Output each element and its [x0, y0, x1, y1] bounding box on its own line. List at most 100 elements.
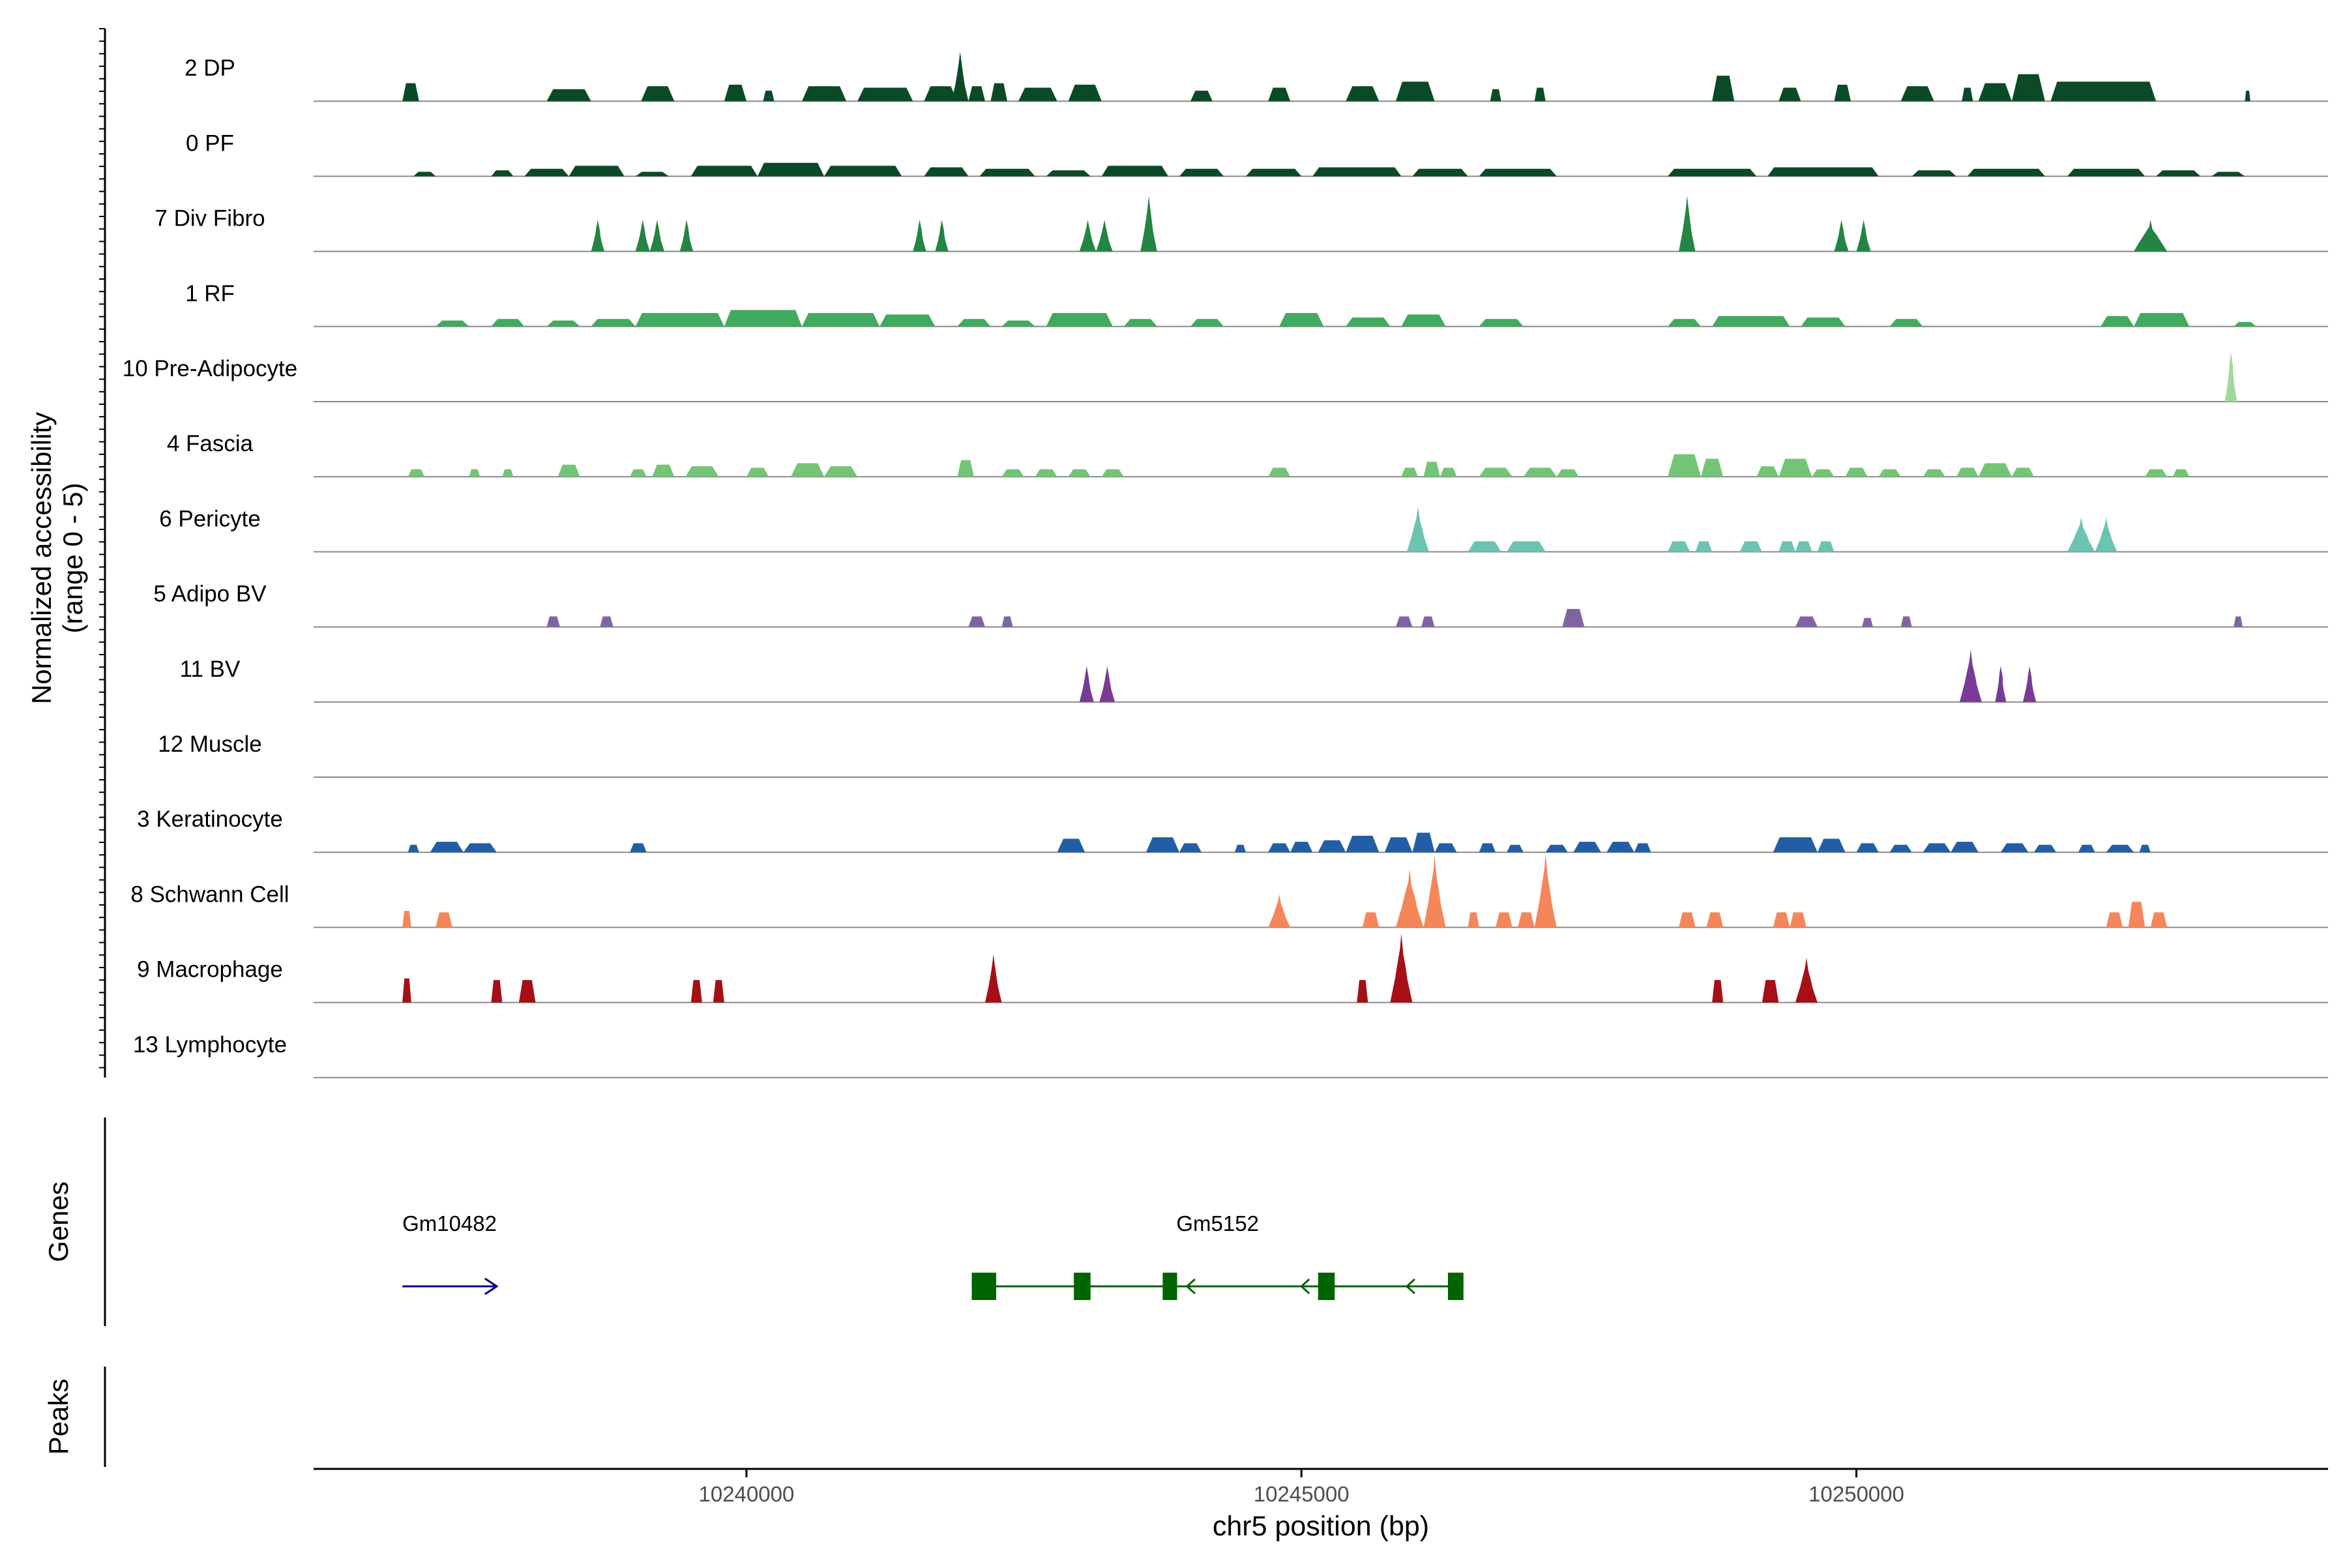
coverage-peak: [1534, 87, 1546, 102]
coverage-peak: [1101, 469, 1124, 477]
coverage-peak: [746, 467, 769, 477]
coverage-peak: [546, 616, 560, 627]
coverage-peak: [2172, 469, 2190, 477]
coverage-peak: [791, 463, 825, 477]
coverage-peak: [469, 469, 480, 477]
coverage-peak: [1668, 541, 1690, 552]
coverage-peak: [1562, 609, 1585, 627]
coverage-peak: [802, 86, 847, 102]
coverage-peak: [1423, 855, 1446, 928]
coverage-peak: [1046, 313, 1113, 327]
coverage-peak: [1479, 467, 1513, 477]
track-label: 8 Schwann Cell: [130, 881, 289, 907]
track-label: 9 Macrophage: [137, 957, 283, 983]
gene-exon: [1447, 1273, 1464, 1300]
coverage-peak: [1279, 313, 1324, 327]
coverage-peak: [413, 171, 436, 177]
coverage-peak: [1479, 319, 1524, 327]
coverage-peak: [2033, 844, 2056, 853]
gene-exon: [1074, 1273, 1091, 1300]
coverage-peak: [402, 83, 419, 102]
coverage-peak: [600, 616, 613, 627]
coverage-peak: [1412, 168, 1468, 177]
gene-exon: [1162, 1273, 1177, 1300]
coverage-peak: [2011, 74, 2045, 102]
coverage-peak: [641, 86, 675, 102]
coverage-peak: [1756, 466, 1779, 477]
coverage-peak: [1834, 220, 1849, 252]
coverage-peak: [1773, 912, 1790, 928]
coverage-peak: [1440, 467, 1457, 477]
coverage-peak: [630, 469, 647, 477]
coverage-peak: [1668, 319, 1702, 327]
coverage-peak: [635, 171, 669, 177]
coverage-peak: [1395, 868, 1424, 928]
coverage-peak: [557, 464, 580, 477]
track-label: 10 Pre-Adipocyte: [123, 356, 297, 381]
coverage-peak: [491, 980, 503, 1003]
x-axis-group: 10240000 10245000 10250000 chr5 position (b…: [314, 1468, 2328, 1542]
coverage-peak: [1140, 196, 1157, 252]
coverage-peak: [1668, 168, 1757, 177]
coverage-peak: [1421, 616, 1435, 627]
coverage-peak: [1057, 838, 1085, 853]
coverage-peak: [546, 320, 580, 327]
coverage-peak: [1068, 469, 1091, 477]
coverage-peak: [1099, 666, 1115, 702]
coverage-peak: [1845, 467, 1868, 477]
coverage-peak: [635, 220, 650, 252]
coverage-peak: [491, 170, 514, 177]
coverage-peak: [1817, 541, 1835, 552]
coverage-peak: [1068, 84, 1102, 102]
coverage-peak: [1268, 894, 1291, 928]
coverage-peak: [1046, 170, 1091, 177]
coverage-peak: [2224, 352, 2237, 402]
genes-group: Genes Gm10482 Gm5152 Peaks: [43, 1117, 1464, 1467]
coverage-peak: [2067, 517, 2095, 552]
track-label: 3 Keratinocyte: [137, 806, 283, 832]
coverage-peak: [2050, 81, 2157, 102]
coverage-peak: [1956, 467, 1979, 477]
coverage-peak: [1900, 616, 1912, 627]
peaks-panel-title: Peaks: [43, 1379, 74, 1455]
coverage-peak: [402, 911, 411, 928]
coverage-peak: [1573, 842, 1601, 853]
coverage-peak: [491, 319, 525, 327]
coverage-peak: [1123, 319, 1157, 327]
gene-name: Gm10482: [402, 1211, 497, 1235]
coverage-peak: [1479, 843, 1496, 853]
coverage-peak: [1959, 649, 1982, 702]
coverage-peak: [1801, 318, 1846, 327]
coverage-peak: [1534, 853, 1557, 928]
coverage-peak: [1290, 842, 1313, 853]
coverage-peak: [968, 86, 985, 102]
coverage-peak: [1001, 320, 1035, 327]
coverage-peak: [1406, 507, 1429, 552]
coverage-peak: [591, 319, 636, 327]
coverage-peak: [1795, 541, 1812, 552]
coverage-peak: [757, 162, 825, 177]
coverage-peak: [1962, 87, 1973, 102]
coverage-peak: [1834, 84, 1851, 102]
coverage-peak: [968, 616, 985, 627]
coverage-peak: [924, 167, 969, 177]
coverage-peak: [1412, 833, 1435, 853]
coverage-peak: [1268, 843, 1291, 853]
track-label: 11 BV: [180, 657, 241, 682]
coverage-peak: [1856, 220, 1871, 252]
coverage-peak: [1518, 912, 1535, 928]
coverage-peak: [935, 220, 949, 252]
coverage-peak: [524, 168, 569, 177]
coverage-peak: [690, 166, 758, 177]
coverage-peak: [679, 220, 694, 252]
coverage-peak: [1889, 844, 1912, 853]
coverage-peak: [546, 89, 591, 102]
coverage-peak: [1434, 843, 1457, 853]
coverage-peak: [1790, 912, 1807, 928]
coverage-peak: [1634, 843, 1651, 853]
coverage-peak: [568, 166, 625, 177]
coverage-peak: [1779, 458, 1812, 477]
coverage-peak: [2134, 313, 2190, 327]
coverage-peak: [1861, 617, 1873, 627]
coverage-peak: [1318, 840, 1346, 853]
